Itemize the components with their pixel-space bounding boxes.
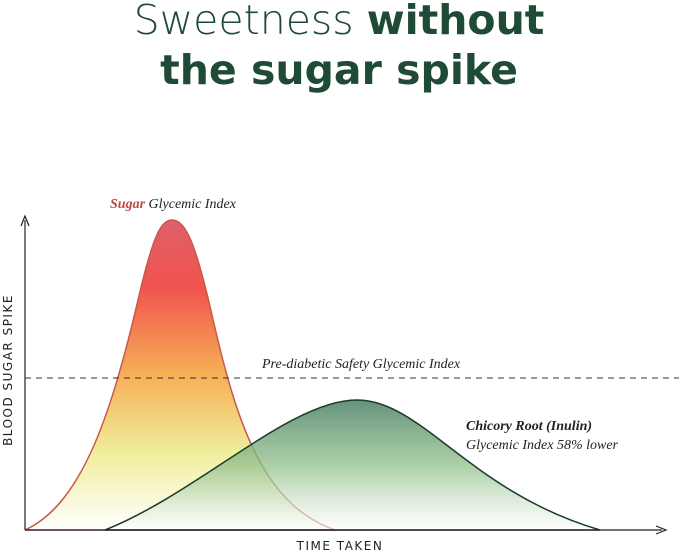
chicory-curve (104, 399, 601, 531)
threshold-label: Pre-diabetic Safety Glycemic Index (261, 357, 461, 372)
x-axis-label: TIME TAKEN (296, 539, 384, 553)
chicory-label-2: Glycemic Index 58% lower (466, 438, 619, 453)
sugar-highlight: Sugar (110, 197, 146, 212)
chicory-label-1: Chicory Root (Inulin) (466, 419, 592, 434)
title-light: Sweetness (134, 0, 354, 44)
y-arrow (20, 214, 30, 227)
title-line-2: the sugar spike (160, 46, 518, 94)
sugar-rest: Glycemic Index (149, 197, 237, 212)
y-axis-label: BLOOD SUGAR SPIKE (1, 294, 15, 446)
x-arrow (655, 525, 668, 535)
sugar-label: Sugar Glycemic Index (110, 197, 237, 212)
title-line-1: Sweetness without (134, 0, 545, 44)
title-bold: without (367, 0, 545, 44)
